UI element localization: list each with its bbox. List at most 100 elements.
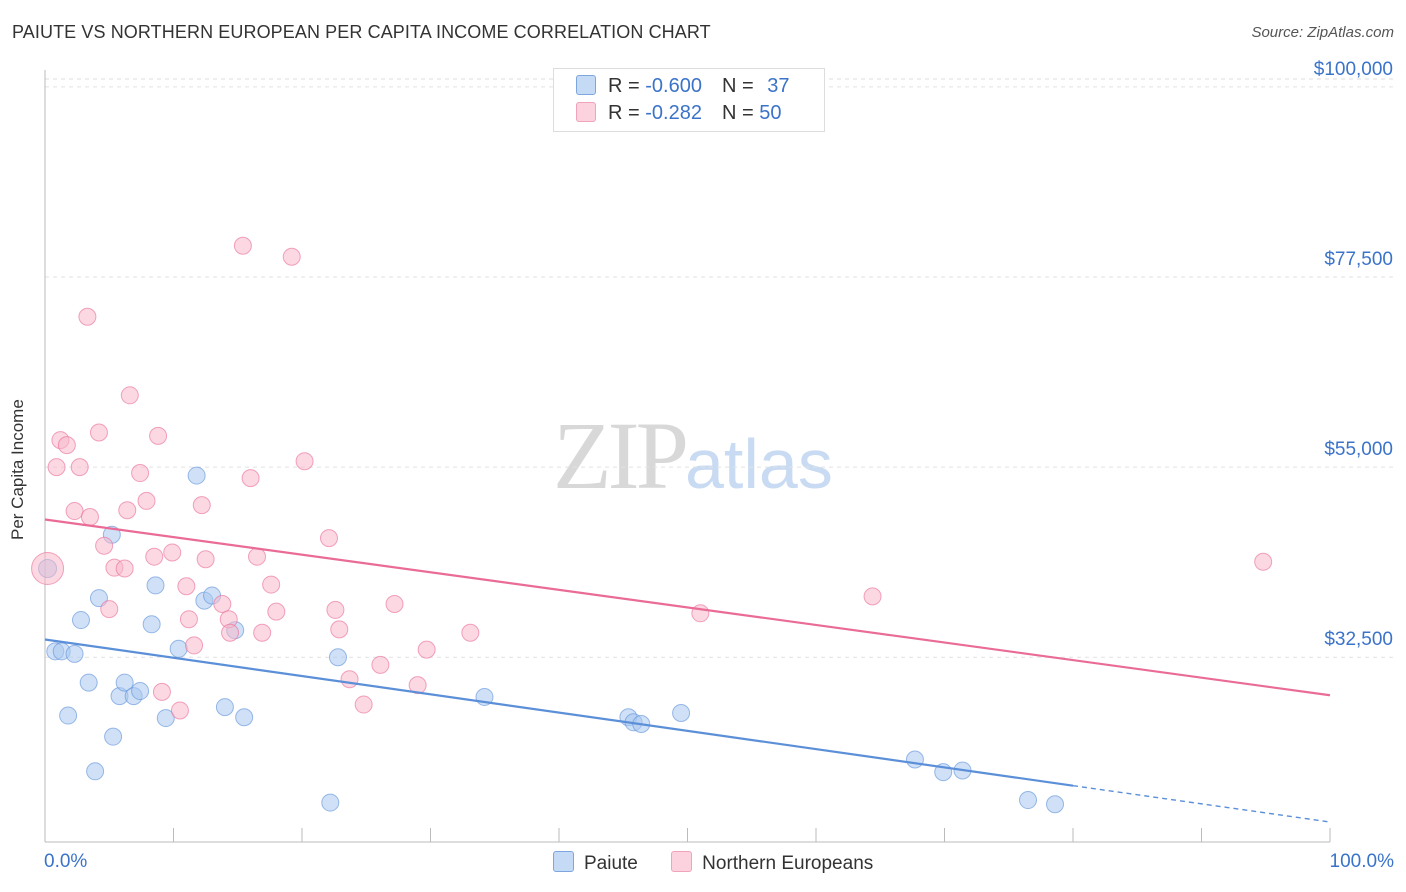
data-point-paiute	[146, 576, 165, 595]
data-point-northern-europeans	[326, 600, 345, 619]
data-point-paiute	[215, 698, 234, 717]
data-point-northern-europeans	[253, 623, 272, 642]
series-legend: Paiute Northern Europeans	[553, 851, 901, 875]
data-point-paiute	[65, 644, 84, 663]
data-point-northern-europeans	[177, 577, 196, 596]
data-point-northern-europeans	[262, 575, 281, 594]
data-point-northern-europeans	[295, 452, 314, 471]
data-point-northern-europeans	[89, 423, 108, 442]
y-tick-label: $100,000	[1314, 59, 1393, 80]
data-point-northern-europeans	[319, 529, 338, 548]
data-point-northern-europeans	[330, 620, 349, 639]
data-point-paiute	[115, 673, 134, 692]
data-point-northern-europeans	[118, 501, 137, 520]
x-tick-label-max: 100.0%	[1329, 851, 1394, 872]
series-legend-northern-europeans: Northern Europeans	[671, 851, 873, 875]
data-point-northern-europeans	[47, 458, 66, 477]
data-point-northern-europeans	[80, 507, 99, 526]
data-point-paiute	[156, 709, 175, 728]
legend-r-value-northern-europeans: -0.282	[645, 102, 702, 124]
y-tick-label: $77,500	[1324, 249, 1393, 270]
data-point-northern-europeans	[57, 436, 76, 455]
data-point-paiute	[79, 673, 98, 692]
series-legend-paiute: Paiute	[553, 851, 638, 875]
data-point-paiute	[672, 704, 691, 723]
series-label-northern-europeans: Northern Europeans	[702, 853, 874, 874]
data-point-northern-europeans	[282, 247, 301, 266]
data-point-paiute	[104, 727, 123, 746]
legend-n-label: N =	[721, 75, 760, 97]
data-point-northern-europeans	[70, 458, 89, 477]
legend-row-paiute: R = -0.600 N = 37	[576, 75, 789, 98]
data-point-northern-europeans	[149, 426, 168, 445]
data-point-northern-europeans	[233, 236, 252, 255]
data-point-paiute	[328, 648, 347, 667]
data-point-northern-europeans	[95, 536, 114, 555]
data-point-northern-europeans	[170, 701, 189, 720]
data-point-northern-europeans	[461, 623, 480, 642]
data-point-northern-europeans	[192, 496, 211, 515]
legend-n-value-paiute: 37	[767, 75, 790, 97]
data-point-northern-europeans	[371, 655, 390, 674]
data-point-northern-europeans	[115, 559, 134, 578]
data-point-northern-europeans	[863, 587, 882, 606]
data-point-paiute	[142, 615, 161, 634]
data-point-northern-europeans	[241, 469, 260, 488]
legend-row-northern-europeans: R = -0.282 N = 50	[576, 102, 781, 125]
legend-r-label: R =	[608, 102, 646, 124]
legend-swatch-paiute	[576, 75, 596, 95]
data-point-paiute	[71, 611, 90, 630]
legend-swatch-northern-europeans	[576, 102, 596, 122]
data-point-paiute	[86, 762, 105, 781]
watermark: ZIPatlas	[553, 400, 833, 511]
data-point-northern-europeans	[120, 386, 139, 405]
data-point-northern-europeans	[354, 695, 373, 714]
data-point-paiute	[1046, 795, 1065, 814]
data-point-paiute	[1019, 791, 1038, 810]
data-point-northern-europeans	[31, 552, 65, 586]
legend-r-label: R =	[608, 75, 646, 97]
data-point-paiute	[187, 466, 206, 485]
data-point-northern-europeans	[100, 600, 119, 619]
data-point-northern-europeans	[340, 670, 359, 689]
watermark-atlas: atlas	[685, 425, 833, 503]
data-point-northern-europeans	[179, 610, 198, 629]
series-label-paiute: Paiute	[584, 853, 638, 874]
data-point-paiute	[59, 706, 78, 725]
legend-n-value-northern-europeans: 50	[759, 102, 782, 124]
data-point-northern-europeans	[267, 602, 286, 621]
legend-n-label: N =	[721, 102, 760, 124]
data-point-northern-europeans	[196, 550, 215, 569]
y-tick-label: $32,500	[1324, 629, 1393, 650]
data-point-northern-europeans	[417, 640, 436, 659]
data-point-paiute	[321, 793, 340, 812]
data-point-northern-europeans	[163, 543, 182, 562]
data-point-paiute	[89, 589, 108, 608]
correlation-legend: R = -0.600 N = 37 R = -0.282 N = 50	[553, 68, 825, 132]
data-point-paiute	[169, 639, 188, 658]
data-point-northern-europeans	[152, 682, 171, 701]
chart-title: PAIUTE VS NORTHERN EUROPEAN PER CAPITA I…	[12, 22, 711, 42]
series-swatch-northern-europeans	[671, 851, 693, 872]
data-point-northern-europeans	[185, 636, 204, 655]
trend-line-paiute	[44, 638, 1074, 787]
data-point-paiute	[131, 682, 150, 701]
legend-r-value-paiute: -0.600	[645, 75, 702, 97]
data-point-northern-europeans	[145, 547, 164, 566]
trend-line-northern-europeans	[44, 518, 1331, 697]
data-point-northern-europeans	[1254, 552, 1273, 571]
data-point-northern-europeans	[78, 307, 97, 326]
source-note: Source: ZipAtlas.com	[1251, 24, 1394, 41]
y-axis-label: Per Capita Income	[8, 399, 27, 540]
data-point-northern-europeans	[385, 595, 404, 614]
y-tick-label: $55,000	[1324, 439, 1393, 460]
data-point-northern-europeans	[65, 502, 84, 521]
data-point-paiute	[235, 708, 254, 727]
watermark-zip: ZIP	[553, 402, 689, 509]
x-tick-label-min: 0.0%	[44, 851, 88, 872]
data-point-northern-europeans	[137, 491, 156, 510]
data-point-northern-europeans	[221, 623, 240, 642]
series-swatch-paiute	[553, 851, 574, 872]
data-point-northern-europeans	[131, 464, 150, 483]
